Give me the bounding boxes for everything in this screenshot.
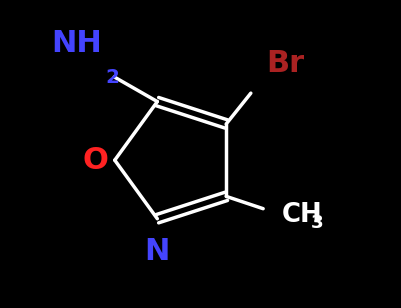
Text: Br: Br: [265, 49, 304, 78]
Text: NH: NH: [51, 30, 101, 59]
Text: CH: CH: [281, 202, 322, 228]
Text: 3: 3: [310, 213, 323, 232]
Text: 2: 2: [105, 68, 119, 87]
Text: O: O: [83, 146, 108, 175]
Text: N: N: [144, 237, 170, 266]
